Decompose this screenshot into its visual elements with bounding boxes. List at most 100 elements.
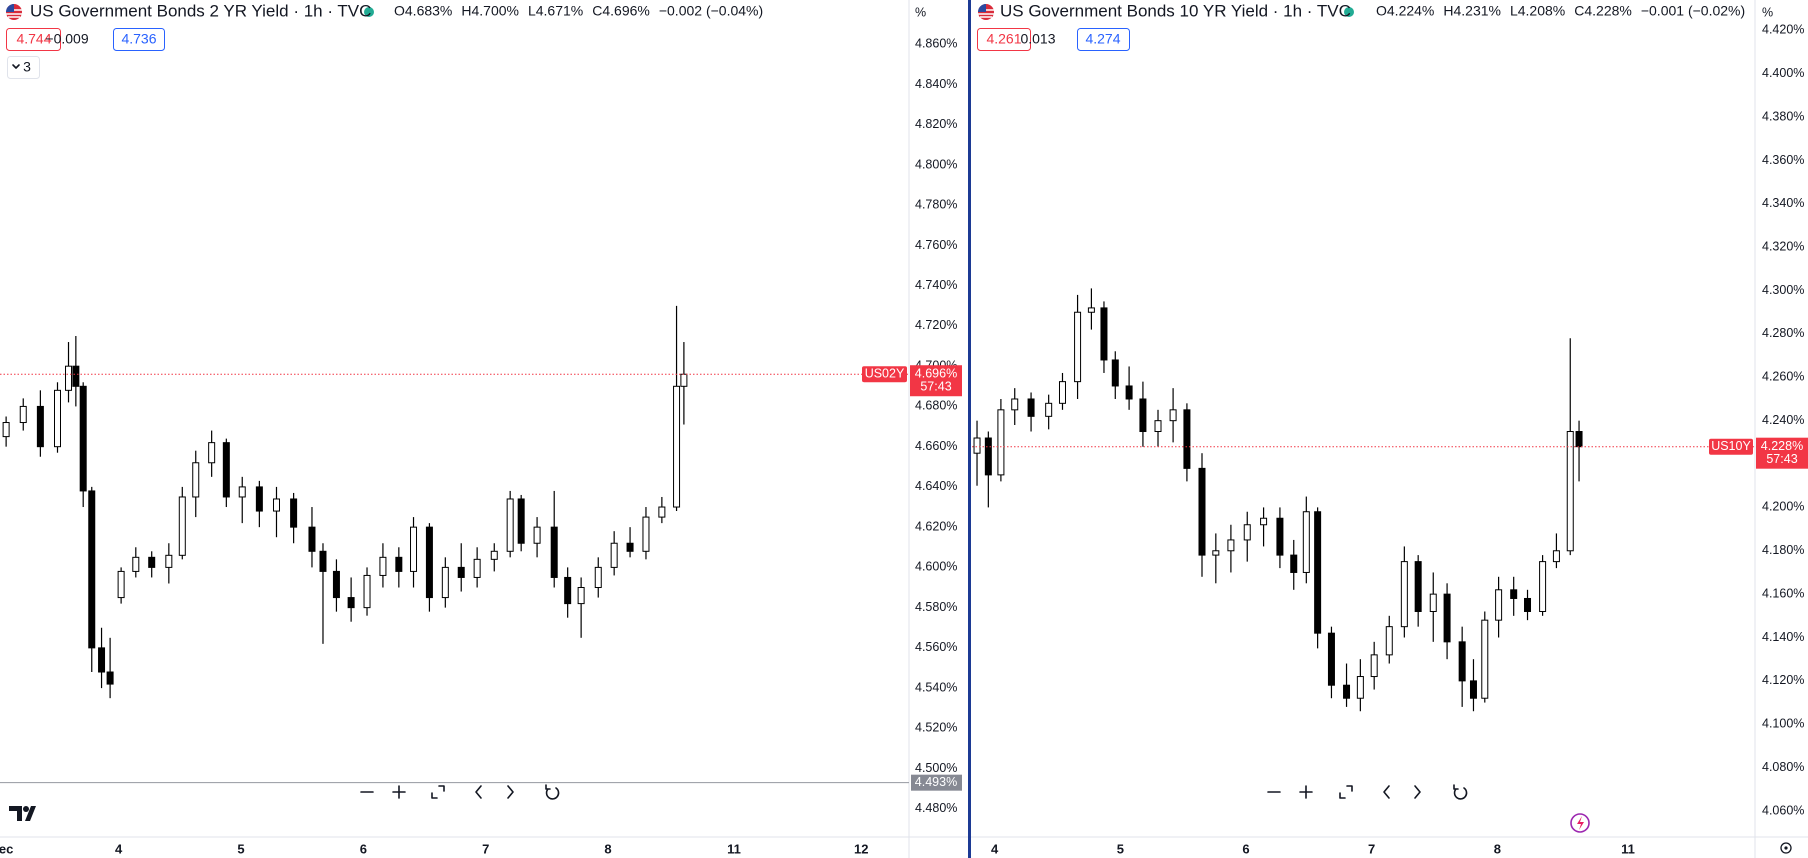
- last-price-box: [1756, 437, 1808, 469]
- candle-body: [1469, 680, 1477, 699]
- y-tick-label: 4.200%: [1762, 500, 1804, 514]
- candle-body: [379, 556, 387, 576]
- crosshair-label-box: [911, 774, 962, 791]
- y-tick-label: 4.340%: [1762, 196, 1804, 210]
- indicators-toggle[interactable]: [7, 56, 40, 79]
- candle-body: [680, 373, 688, 387]
- last-price-label: 4.228%: [1761, 439, 1803, 453]
- scroll-right-button[interactable]: [1414, 785, 1421, 799]
- candle-body: [238, 486, 246, 498]
- crosshair-label: 4.493%: [915, 775, 957, 789]
- settings-icon[interactable]: [1780, 842, 1792, 854]
- zoom-in-button[interactable]: [1299, 785, 1313, 799]
- y-tick-label: 4.360%: [1762, 153, 1804, 167]
- candle-body: [1302, 511, 1310, 573]
- ohlc-value: −0.001 (−0.02%): [1641, 3, 1745, 19]
- x-tick-label: 4: [115, 841, 123, 856]
- buy-box[interactable]: [1077, 28, 1130, 51]
- candle-body: [1260, 517, 1268, 526]
- candle-body: [517, 498, 525, 544]
- candle-body: [1343, 684, 1351, 699]
- candle-body: [973, 437, 981, 454]
- reset-scale-button[interactable]: [1339, 785, 1353, 799]
- tradingview-logo: [9, 806, 36, 821]
- candle-body: [1100, 307, 1108, 361]
- candle-body: [165, 554, 173, 568]
- y-tick-label: 4.640%: [915, 479, 957, 493]
- sell-box[interactable]: [6, 28, 61, 51]
- zoom-in-button[interactable]: [392, 785, 406, 799]
- quote-value: 4.736: [121, 31, 156, 47]
- y-tick-label: 4.580%: [915, 600, 957, 614]
- candle-body: [1169, 409, 1177, 422]
- candle-body: [457, 566, 465, 578]
- market-status-dot: [364, 7, 374, 17]
- countdown: 57:43: [920, 380, 951, 394]
- y-tick-label: 4.560%: [915, 640, 957, 654]
- reset-scale-button[interactable]: [431, 785, 445, 799]
- symbol-label: US10Y: [1711, 439, 1751, 453]
- y-tick-label: 4.060%: [1762, 803, 1804, 817]
- last-price-label: 4.696%: [915, 367, 957, 381]
- market-status-dot: [1344, 7, 1354, 17]
- symbol-label-box: [862, 366, 907, 383]
- candle-body: [65, 365, 73, 391]
- candle-body: [1429, 593, 1437, 612]
- price-unit: %: [1762, 5, 1773, 19]
- candle-body: [148, 556, 156, 568]
- candle-body: [441, 566, 449, 599]
- sell-box[interactable]: [977, 28, 1031, 51]
- candle-body: [550, 526, 558, 578]
- lightning-icon[interactable]: [1570, 813, 1590, 833]
- y-tick-label: 4.520%: [915, 721, 957, 735]
- candle-body: [1111, 359, 1119, 387]
- y-tick-label: 4.100%: [1762, 717, 1804, 731]
- candle-body: [594, 566, 602, 589]
- ohlc-value: L4.671%: [528, 3, 583, 19]
- candle-body: [1154, 420, 1162, 433]
- candle-body: [308, 526, 316, 552]
- x-tick-label: 5: [1117, 841, 1124, 856]
- candle-body: [1385, 626, 1393, 656]
- candle-body: [425, 526, 433, 599]
- scroll-right-button[interactable]: [507, 785, 514, 799]
- candle-body: [178, 496, 186, 556]
- candle-body: [1074, 311, 1082, 383]
- y-tick-label: 4.380%: [1762, 109, 1804, 123]
- candle-body: [1243, 524, 1251, 541]
- reset-button[interactable]: [545, 784, 560, 800]
- candle-body: [577, 587, 585, 605]
- x-tick-label: 11: [1621, 841, 1635, 856]
- zoom-toolbar: [360, 784, 1468, 800]
- x-tick-label: 6: [1242, 841, 1249, 856]
- x-tick-label: 6: [360, 841, 367, 856]
- y-tick-label: 4.800%: [915, 157, 957, 171]
- candle-body: [410, 526, 418, 572]
- flag-icon: [978, 4, 994, 20]
- y-tick-label: 4.320%: [1762, 239, 1804, 253]
- quote-value: 4.744: [16, 31, 51, 47]
- y-tick-label: 4.540%: [915, 680, 957, 694]
- reset-button[interactable]: [1453, 784, 1468, 800]
- candle-body: [1539, 561, 1547, 612]
- candle-body: [1510, 589, 1518, 599]
- candle-body: [1481, 619, 1489, 699]
- ohlc-value: O4.224%: [1376, 3, 1434, 19]
- quote-value: 4.261: [986, 31, 1021, 47]
- scroll-left-button[interactable]: [475, 785, 482, 799]
- quote-value: 4.274: [1085, 31, 1120, 47]
- candle-body: [54, 389, 62, 448]
- candle-body: [1414, 561, 1422, 612]
- x-tick-label: ec: [0, 841, 13, 856]
- candle-body: [1011, 398, 1019, 411]
- candle-body: [610, 542, 618, 568]
- candle-body: [272, 498, 280, 512]
- quote-value: −0.009: [45, 31, 88, 47]
- buy-box[interactable]: [113, 28, 165, 51]
- ohlc-value: H4.231%: [1443, 3, 1501, 19]
- scroll-left-button[interactable]: [1383, 785, 1390, 799]
- candle-body: [1198, 467, 1206, 556]
- candle-body: [1443, 593, 1451, 643]
- y-tick-label: 4.780%: [915, 198, 957, 212]
